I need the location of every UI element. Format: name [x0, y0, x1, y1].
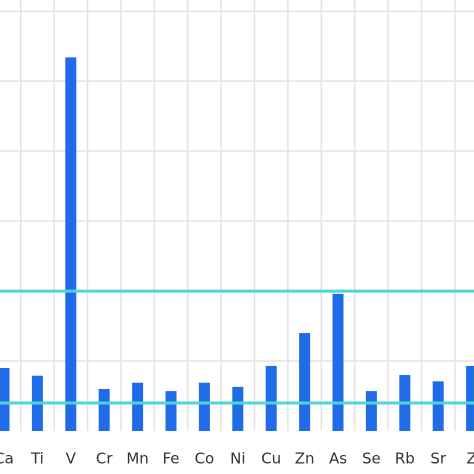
x-tick-label: Ni — [230, 450, 245, 468]
x-tick-label: Cu — [261, 450, 281, 468]
x-tick-label: Ti — [30, 450, 44, 468]
x-tick-label: As — [329, 450, 347, 468]
bar — [132, 382, 144, 431]
x-tick-label: Se — [362, 450, 381, 468]
x-tick-label: Fe — [162, 450, 179, 468]
bar — [65, 57, 77, 431]
bar — [232, 386, 244, 431]
x-tick-label: Rb — [395, 450, 415, 468]
x-tick-label: Mn — [126, 450, 148, 468]
bar — [198, 382, 210, 431]
x-tick-label: Co — [195, 450, 215, 468]
bar — [332, 293, 344, 431]
bar — [432, 381, 444, 431]
bar — [0, 368, 10, 431]
bar — [98, 389, 110, 431]
x-tick-label: Z — [466, 450, 474, 468]
x-tick-label: Ca — [0, 450, 14, 468]
bar — [265, 365, 277, 431]
bar — [466, 365, 474, 431]
x-tick-label: Zn — [295, 450, 315, 468]
x-tick-label: Cr — [96, 450, 113, 468]
x-tick-label: V — [66, 450, 77, 468]
bar — [365, 391, 377, 431]
bar — [299, 333, 311, 431]
x-tick-label: Sr — [430, 450, 447, 468]
bar — [165, 391, 177, 431]
